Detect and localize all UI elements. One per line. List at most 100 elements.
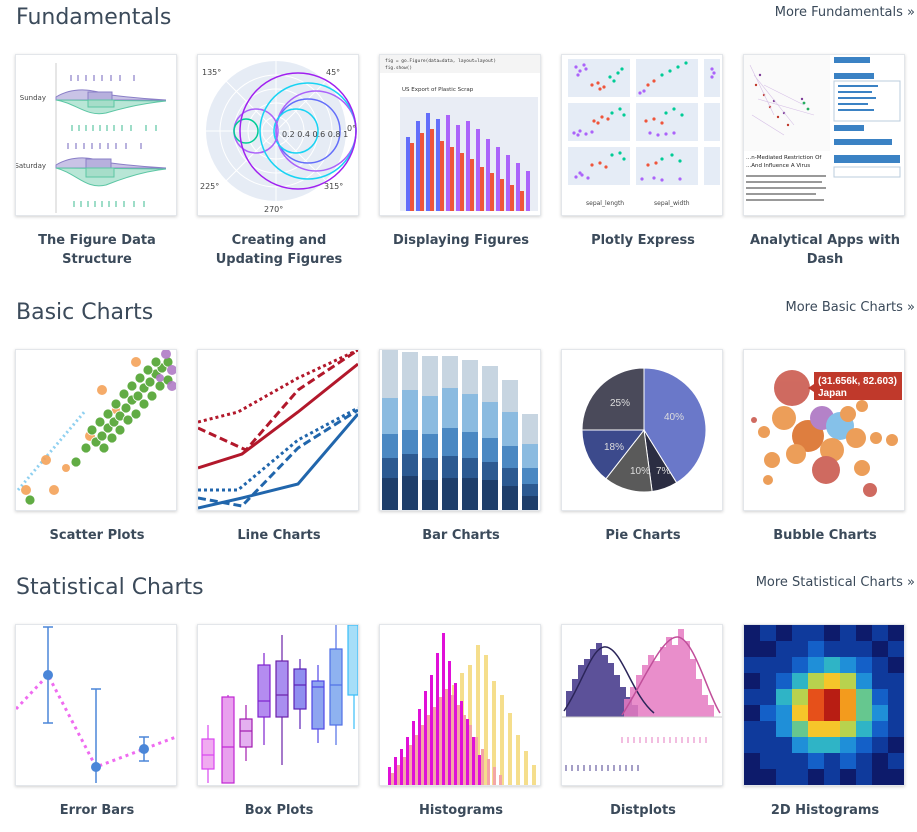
- card-creating-updating-figures[interactable]: 135° 45° 0° 225° 315° 270° 0.2 0.4 0.6 0…: [197, 54, 359, 269]
- heatmap-cell: [792, 689, 808, 705]
- card-caption: Pie Charts: [605, 528, 681, 543]
- pie-label-10: 10%: [630, 466, 650, 477]
- creating-updating-figures-thumbnail: 135° 45° 0° 225° 315° 270° 0.2 0.4 0.6 0…: [197, 54, 359, 216]
- heatmap-cell: [888, 769, 904, 785]
- heatmap-cell: [840, 705, 856, 721]
- heatmap-cell: [760, 641, 776, 657]
- heatmap-cell: [776, 673, 792, 689]
- card-box-plots[interactable]: Box Plots: [197, 624, 359, 820]
- card-caption: Analytical Apps with Dash: [749, 233, 901, 267]
- heatmap-cell: [808, 769, 824, 785]
- heatmap-cell: [856, 705, 872, 721]
- heatmap-cell: [824, 689, 840, 705]
- pie-label-40: 40%: [664, 412, 684, 423]
- card-histograms[interactable]: Histograms: [379, 624, 541, 820]
- bubble-charts-thumbnail: (31.656k, 82.603) Japan: [743, 349, 905, 511]
- heatmap-cell: [744, 769, 760, 785]
- violin-sunday-label: Sunday: [20, 94, 46, 102]
- polar-0-label: 0°: [347, 124, 356, 133]
- card-caption: Plotly Express: [591, 233, 695, 248]
- polar-315-label: 315°: [324, 182, 343, 191]
- heatmap-cell: [776, 689, 792, 705]
- heatmap-cell: [856, 625, 872, 641]
- card-figure-data-structure[interactable]: Sunday Saturday The Figure Data Structur…: [15, 54, 177, 269]
- heatmap-cell: [888, 721, 904, 737]
- polar-135-label: 135°: [202, 68, 221, 77]
- card-displaying-figures[interactable]: fig = go.Figure(data=data, layout=layout…: [379, 54, 541, 250]
- heatmap-cell: [792, 705, 808, 721]
- violin-saturday-label: Saturday: [16, 162, 46, 170]
- heatmap-cell: [776, 769, 792, 785]
- heatmap-cell: [840, 721, 856, 737]
- card-analytical-apps-dash[interactable]: ...n-Mediated Restriction Of ...And Infl…: [743, 54, 905, 269]
- more-basic-charts-link[interactable]: More Basic Charts »: [785, 300, 916, 315]
- card-caption: Scatter Plots: [49, 528, 145, 543]
- box-plots-thumbnail: [197, 624, 359, 786]
- heatmap-cell: [744, 641, 760, 657]
- bar-charts-thumbnail: [379, 349, 541, 511]
- histograms-thumbnail: [379, 624, 541, 786]
- card-caption: Error Bars: [59, 803, 135, 818]
- dash-title-line1: ...n-Mediated Restriction Of: [746, 155, 822, 161]
- heatmap-cell: [824, 753, 840, 769]
- card-line-charts[interactable]: Line Charts: [197, 349, 359, 545]
- polar-radial-labels: 0.2 0.4 0.6 0.8 1: [282, 130, 348, 139]
- heatmap-cell: [888, 673, 904, 689]
- heatmap-cell: [792, 673, 808, 689]
- card-caption: The Figure Data Structure: [38, 233, 156, 267]
- heatmap-cell: [872, 705, 888, 721]
- heatmap-cell: [792, 625, 808, 641]
- heatmap-cell: [760, 705, 776, 721]
- card-plotly-express[interactable]: sepal_length sepal_width Plotly Express: [561, 54, 723, 250]
- heatmap-cell: [888, 705, 904, 721]
- heatmap-cell: [856, 753, 872, 769]
- line-charts-thumbnail: [197, 349, 359, 511]
- heatmap-cell: [744, 673, 760, 689]
- heatmap-cell: [888, 689, 904, 705]
- card-bubble-charts[interactable]: (31.656k, 82.603) Japan Bubble Charts: [743, 349, 905, 545]
- card-scatter-plots[interactable]: Scatter Plots: [15, 349, 177, 545]
- heatmap-cell: [792, 641, 808, 657]
- heatmap-cell: [792, 753, 808, 769]
- heatmap-cell: [776, 737, 792, 753]
- displaying-figures-thumbnail: fig = go.Figure(data=data, layout=layout…: [379, 54, 541, 216]
- card-distplots[interactable]: Distplots: [561, 624, 723, 820]
- section-title-basic-charts: Basic Charts: [16, 300, 154, 325]
- heatmap-cell: [776, 641, 792, 657]
- heatmap-cell: [776, 705, 792, 721]
- heatmap-cell: [808, 705, 824, 721]
- heatmap-cell: [840, 769, 856, 785]
- heatmap-cell: [856, 721, 872, 737]
- section-title-fundamentals: Fundamentals: [16, 5, 172, 30]
- heatmap-cell: [888, 641, 904, 657]
- heatmap-cell: [792, 737, 808, 753]
- heatmap-cell: [824, 625, 840, 641]
- more-statistical-charts-link[interactable]: More Statistical Charts »: [755, 575, 915, 590]
- card-caption: Box Plots: [244, 803, 314, 818]
- heatmap-cell: [840, 753, 856, 769]
- card-bar-charts[interactable]: Bar Charts: [379, 349, 541, 545]
- heatmap-cell: [824, 721, 840, 737]
- heatmap-cell: [776, 753, 792, 769]
- heatmap-cell: [776, 721, 792, 737]
- card-error-bars[interactable]: Error Bars: [15, 624, 177, 820]
- polar-270-label: 270°: [264, 205, 283, 214]
- heatmap-cell: [872, 737, 888, 753]
- heatmap-cell: [840, 689, 856, 705]
- card-caption: Distplots: [610, 803, 676, 818]
- heatmap-cell: [856, 769, 872, 785]
- heatmap-cell: [872, 641, 888, 657]
- heatmap-cell: [808, 673, 824, 689]
- figure-data-structure-thumbnail: Sunday Saturday: [15, 54, 177, 216]
- card-caption: Displaying Figures: [393, 233, 529, 248]
- heatmap-cell: [856, 737, 872, 753]
- card-pie-charts[interactable]: 25% 40% 18% 10% 7% Pie Charts: [561, 349, 723, 545]
- more-fundamentals-link[interactable]: More Fundamentals »: [774, 5, 915, 20]
- heatmap-cell: [792, 657, 808, 673]
- heatmap-cell: [824, 705, 840, 721]
- heatmap-cell: [808, 625, 824, 641]
- card-2d-histograms[interactable]: 2D Histograms: [743, 624, 905, 820]
- heatmap-cell: [744, 721, 760, 737]
- heatmap-cell: [840, 625, 856, 641]
- card-caption: Bubble Charts: [773, 528, 877, 543]
